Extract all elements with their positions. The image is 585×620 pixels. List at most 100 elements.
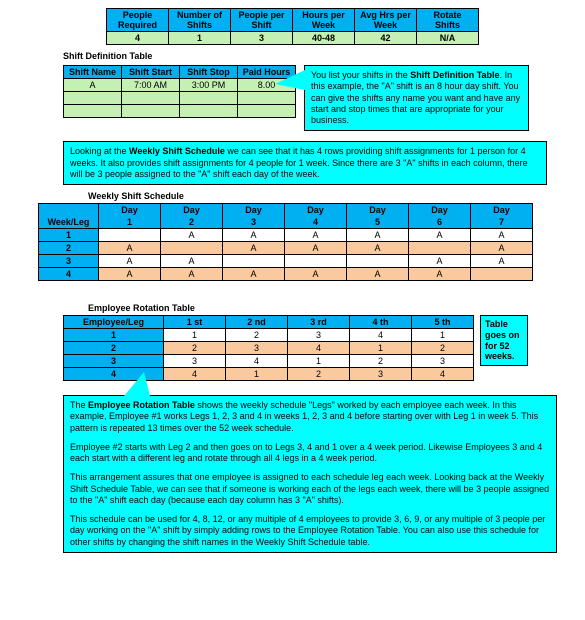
weekly-cell: A — [347, 229, 409, 242]
weekly-cell — [285, 255, 347, 268]
weekly-leg: 1 — [39, 229, 99, 242]
shift-def-title: Shift Definition Table — [8, 51, 577, 61]
weekly-leg: 4 — [39, 268, 99, 281]
weekly-cell: A — [99, 268, 161, 281]
shiftdef-cell — [64, 92, 122, 105]
rotation-cell: 1 — [350, 342, 412, 355]
weekly-cell: A — [285, 229, 347, 242]
weekly-num-header: 7 — [471, 216, 533, 229]
weekly-table: DayDayDayDayDayDayDay Week/Leg1234567 1 … — [38, 203, 533, 281]
rotation-cell: 3 — [288, 329, 350, 342]
weekly-cell: A — [99, 255, 161, 268]
shiftdef-cell: 7:00 AM — [122, 79, 180, 92]
weekly-cell — [161, 242, 223, 255]
summary-header: Number of Shifts — [169, 9, 231, 32]
shiftdef-cell: 3:00 PM — [180, 79, 238, 92]
c3p2: Employee #2 starts with Leg 2 and then g… — [70, 442, 550, 465]
summary-value: 1 — [169, 32, 231, 45]
weekly-cell: A — [471, 229, 533, 242]
summary-header: Avg Hrs per Week — [355, 9, 417, 32]
rotation-title: Employee Rotation Table — [8, 303, 577, 313]
summary-value: 4 — [107, 32, 169, 45]
rotation-side-note: Table goes on for 52 weeks. — [480, 315, 528, 366]
weekly-cell — [471, 268, 533, 281]
summary-header: Rotate Shifts — [417, 9, 479, 32]
callout1-bold: Shift Definition Table — [410, 70, 499, 80]
rotation-cell: 1 — [164, 329, 226, 342]
weekly-cell: A — [285, 268, 347, 281]
weekly-num-header: 4 — [285, 216, 347, 229]
weekly-num-header: 5 — [347, 216, 409, 229]
callout2-bold: Weekly Shift Schedule — [129, 146, 225, 156]
rotation-cell: 3 — [164, 355, 226, 368]
callout-shift-def: You list your shifts in the Shift Defini… — [304, 65, 529, 131]
weekly-num-header: 1 — [99, 216, 161, 229]
shiftdef-header: Shift Name — [64, 66, 122, 79]
rotation-cell: 2 — [164, 342, 226, 355]
rotation-cell: 2 — [350, 355, 412, 368]
weekly-cell — [223, 255, 285, 268]
weekly-title: Weekly Shift Schedule — [8, 191, 577, 201]
rotation-cell: 4 — [164, 368, 226, 381]
shiftdef-cell — [238, 92, 296, 105]
weekly-cell: A — [99, 242, 161, 255]
weekly-cell: A — [223, 242, 285, 255]
rotation-cell: 2 — [412, 342, 474, 355]
callout-rotation: The Employee Rotation Table shows the we… — [63, 395, 557, 553]
rotation-cell: 2 — [288, 368, 350, 381]
weekly-cell: A — [161, 255, 223, 268]
shiftdef-cell — [238, 105, 296, 118]
rotation-emp: 3 — [64, 355, 164, 368]
weekly-leg: 2 — [39, 242, 99, 255]
rotation-header: 3 rd — [288, 316, 350, 329]
summary-value: N/A — [417, 32, 479, 45]
rotation-emp: 2 — [64, 342, 164, 355]
weekly-cell: A — [471, 255, 533, 268]
rotation-cell: 4 — [288, 342, 350, 355]
callout1-pre: You list your shifts in the — [311, 70, 410, 80]
shiftdef-cell: A — [64, 79, 122, 92]
rotation-header: 1 st — [164, 316, 226, 329]
weekly-top-header — [39, 204, 99, 217]
summary-value: 42 — [355, 32, 417, 45]
weekly-cell — [409, 242, 471, 255]
weekly-top-header: Day — [99, 204, 161, 217]
weekly-num-header: 2 — [161, 216, 223, 229]
summary-value: 40-48 — [293, 32, 355, 45]
weekly-cell: A — [347, 242, 409, 255]
weekly-num-header: 3 — [223, 216, 285, 229]
rotation-cell: 1 — [412, 329, 474, 342]
rotation-cell: 3 — [412, 355, 474, 368]
summary-header: People Required — [107, 9, 169, 32]
summary-table-wrap: People RequiredNumber of ShiftsPeople pe… — [8, 8, 577, 45]
rotation-header: Employee/Leg — [64, 316, 164, 329]
shiftdef-cell — [180, 92, 238, 105]
c3p1pre: The — [70, 400, 88, 410]
summary-header: Hours per Week — [293, 9, 355, 32]
weekly-top-header: Day — [285, 204, 347, 217]
shiftdef-cell — [180, 105, 238, 118]
c3p4: This schedule can be used for 4, 8, 12, … — [70, 514, 550, 548]
rotation-cell: 3 — [226, 342, 288, 355]
weekly-cell: A — [409, 229, 471, 242]
weekly-cell: A — [471, 242, 533, 255]
callout-weekly: Looking at the Weekly Shift Schedule we … — [63, 141, 547, 185]
weekly-cell: A — [285, 242, 347, 255]
callout2-pre: Looking at the — [70, 146, 129, 156]
rotation-cell: 1 — [226, 368, 288, 381]
rotation-cell: 1 — [288, 355, 350, 368]
weekly-cell: A — [409, 268, 471, 281]
weekly-cell: A — [347, 268, 409, 281]
weekly-num-header: 6 — [409, 216, 471, 229]
rotation-cell: 2 — [226, 329, 288, 342]
shiftdef-header: Shift Start — [122, 66, 180, 79]
weekly-cell: A — [161, 268, 223, 281]
summary-header: People per Shift — [231, 9, 293, 32]
c3p3: This arrangement assures that one employ… — [70, 472, 550, 506]
weekly-top-header: Day — [223, 204, 285, 217]
rotation-cell: 4 — [226, 355, 288, 368]
weekly-cell — [99, 229, 161, 242]
rotation-cell: 4 — [412, 368, 474, 381]
weekly-leg: 3 — [39, 255, 99, 268]
rotation-cell: 4 — [350, 329, 412, 342]
